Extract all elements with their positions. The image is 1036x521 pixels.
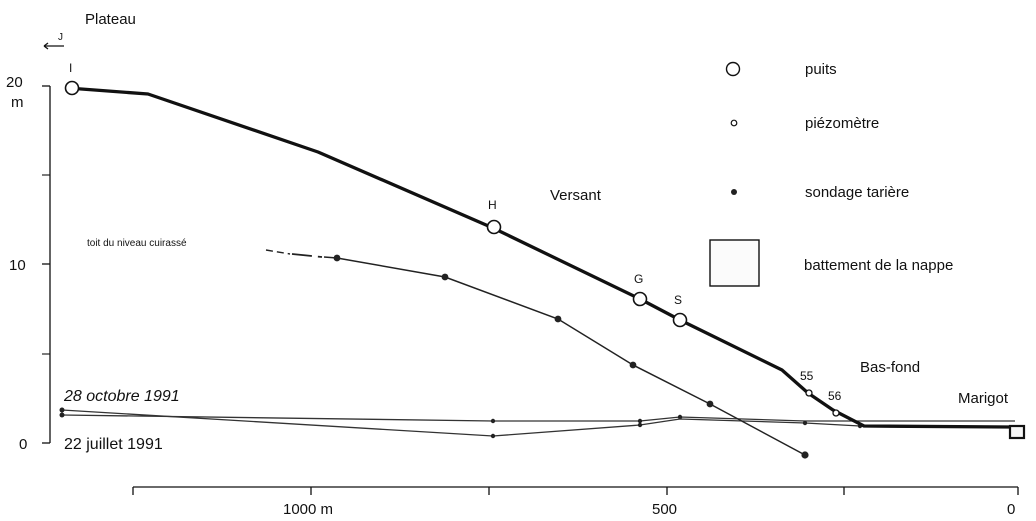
x-tick-500: 500 [652,501,677,518]
well-point-g [632,291,648,307]
point-label-56: 56 [828,389,842,403]
bas-fond-label: Bas-fond [860,359,920,376]
auger-point [441,273,449,281]
y-axis [42,85,51,444]
legend-well-label: puits [805,61,837,78]
direction-arrow [43,42,64,50]
x-tick-0: 0 [1007,501,1015,518]
water-table-october-line [59,407,1015,439]
legend-auger-label: sondage tarière [805,184,909,201]
auger-point [333,254,341,262]
y-tick-10: 10 [9,257,26,274]
point-label-g: G [634,272,643,286]
legend-fluctuation-symbol [709,239,760,287]
water-table-july-line [59,412,1015,424]
piezometer-points [805,389,840,417]
well-point-s [672,312,688,328]
auger-point [554,315,562,323]
x-axis [132,486,1019,495]
well-point-h [486,219,502,235]
plateau-label: Plateau [85,11,136,28]
date-october-label: 28 octobre 1991 [63,388,180,405]
y-unit-label: m [11,94,24,111]
date-july-label: 22 juillet 1991 [64,436,163,453]
piezometer-point-56 [832,409,840,417]
x-tick-1000: 1000 m [283,501,333,518]
versant-label: Versant [550,187,602,204]
auger-point [801,451,809,459]
auger-point [629,361,637,369]
legend: puits piézomètre sondage tarière batteme… [709,61,953,287]
point-label-h: H [488,198,497,212]
auger-points [333,254,809,459]
legend-well-symbol [725,61,741,77]
marigot-fluctuation-box [1008,424,1026,440]
y-tick-20: 20 [6,74,23,91]
arrow-label: J [58,32,63,43]
y-tick-0: 0 [19,436,27,453]
legend-piezometer-symbol [730,119,738,127]
legend-fluctuation-label: battement de la nappe [804,257,953,274]
well-point-i [64,80,80,96]
point-label-i: I [69,61,72,75]
cuirasse-label: toit du niveau cuirassé [87,238,187,249]
well-points [64,80,688,328]
marigot-label: Marigot [958,390,1009,407]
point-label-55: 55 [800,369,814,383]
point-label-s: S [674,293,682,307]
auger-point [706,400,714,408]
legend-auger-symbol [731,189,737,195]
piezometer-point-55 [805,389,813,397]
legend-piezometer-label: piézomètre [805,115,879,132]
